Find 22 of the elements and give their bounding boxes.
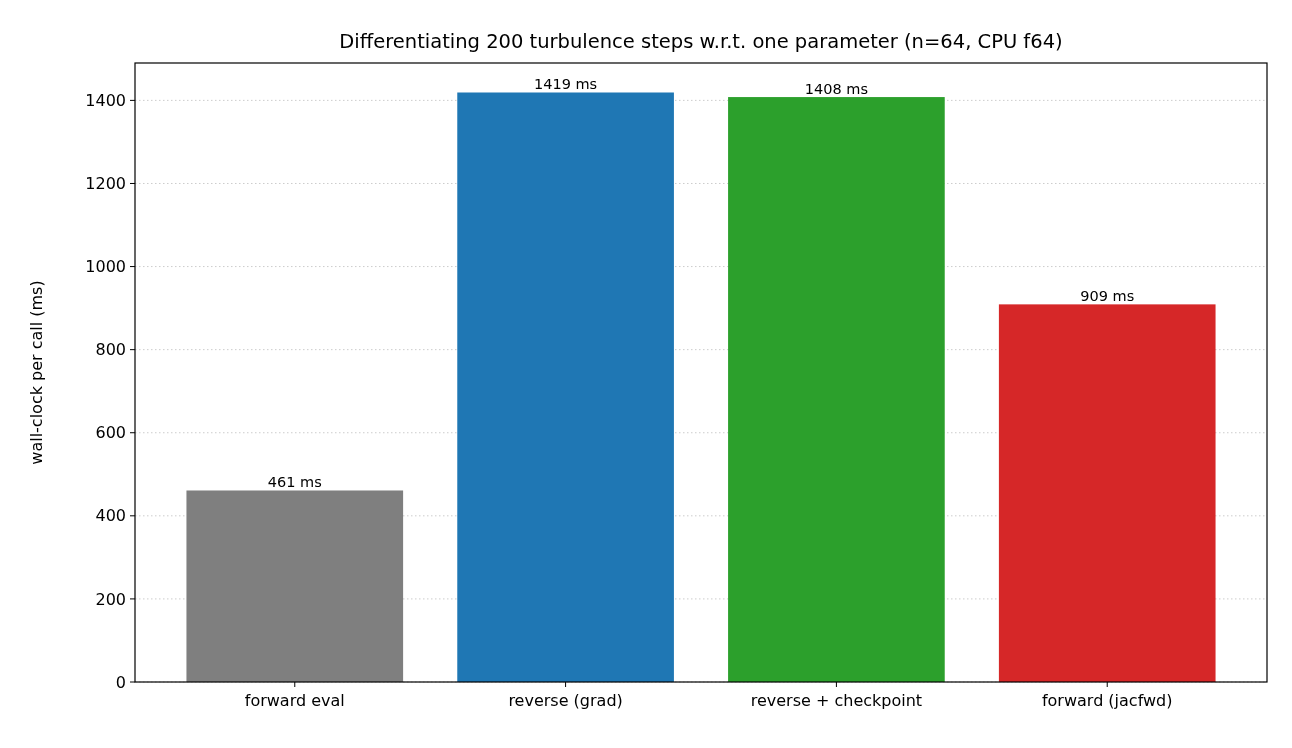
y-tick-label: 400 [95, 506, 126, 526]
x-tick-label: forward (jacfwd) [1041, 691, 1173, 710]
bar [457, 92, 674, 682]
data-label: 909 ms [1080, 288, 1135, 305]
y-tick-label: 800 [95, 340, 126, 360]
bar [728, 97, 945, 682]
data-label: 461 ms [267, 474, 322, 491]
bar [998, 304, 1216, 682]
y-axis-title: wall-clock per call (ms) [27, 280, 46, 465]
bar [186, 490, 404, 682]
x-tick-label: forward eval [244, 691, 345, 710]
y-tick-label: 1400 [85, 90, 126, 110]
y-tick-label: 1000 [85, 257, 126, 277]
x-tick-label: reverse + checkpoint [750, 691, 923, 710]
chart-title: Differentiating 200 turbulence steps w.r.t. one parameter (n=64, CPU f64) [339, 30, 1063, 53]
data-label: 1408 ms [804, 81, 869, 98]
y-tick-label: 600 [95, 423, 126, 443]
y-tick-label: 200 [95, 589, 126, 609]
x-tick-label: reverse (grad) [508, 691, 623, 710]
data-label: 1419 ms [533, 76, 598, 93]
y-tick-label: 0 [115, 672, 126, 692]
y-tick-label: 1200 [85, 174, 126, 194]
